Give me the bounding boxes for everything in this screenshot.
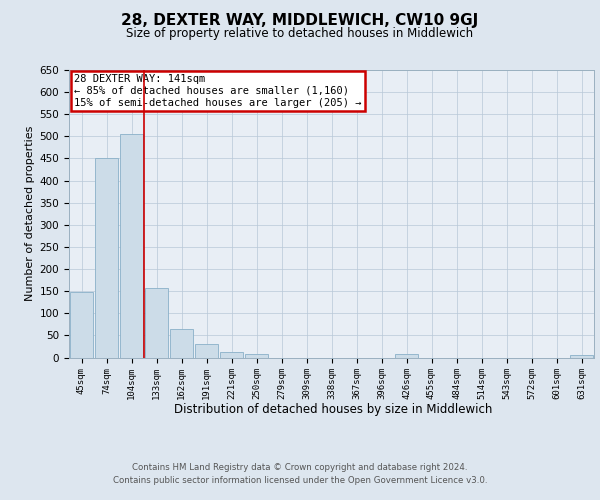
Text: Size of property relative to detached houses in Middlewich: Size of property relative to detached ho… — [127, 28, 473, 40]
Bar — [95, 158, 118, 358]
Bar — [145, 288, 168, 358]
Text: Distribution of detached houses by size in Middlewich: Distribution of detached houses by size … — [174, 402, 492, 415]
Text: Contains HM Land Registry data © Crown copyright and database right 2024.: Contains HM Land Registry data © Crown c… — [132, 462, 468, 471]
Text: 28, DEXTER WAY, MIDDLEWICH, CW10 9GJ: 28, DEXTER WAY, MIDDLEWICH, CW10 9GJ — [121, 12, 479, 28]
Bar — [245, 354, 268, 358]
Bar — [120, 134, 143, 358]
Bar — [220, 352, 243, 358]
Bar — [195, 344, 218, 358]
Bar — [570, 356, 593, 358]
Text: Contains public sector information licensed under the Open Government Licence v3: Contains public sector information licen… — [113, 476, 487, 485]
Y-axis label: Number of detached properties: Number of detached properties — [25, 126, 35, 302]
Bar — [395, 354, 418, 358]
Text: 28 DEXTER WAY: 141sqm
← 85% of detached houses are smaller (1,160)
15% of semi-d: 28 DEXTER WAY: 141sqm ← 85% of detached … — [74, 74, 362, 108]
Bar — [70, 292, 93, 358]
Bar — [170, 329, 193, 358]
